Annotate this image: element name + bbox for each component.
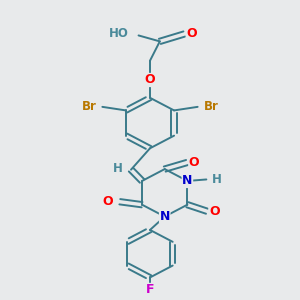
Text: HO: HO xyxy=(109,28,129,40)
Text: Br: Br xyxy=(203,100,218,113)
Text: O: O xyxy=(186,28,197,40)
Text: N: N xyxy=(160,210,170,223)
Text: O: O xyxy=(145,74,155,86)
Text: O: O xyxy=(189,156,200,169)
Text: O: O xyxy=(102,195,112,208)
Text: H: H xyxy=(212,173,222,186)
Text: N: N xyxy=(182,174,193,188)
Text: H: H xyxy=(113,162,123,175)
Text: F: F xyxy=(146,284,154,296)
Text: O: O xyxy=(209,205,220,218)
Text: Br: Br xyxy=(82,100,97,113)
